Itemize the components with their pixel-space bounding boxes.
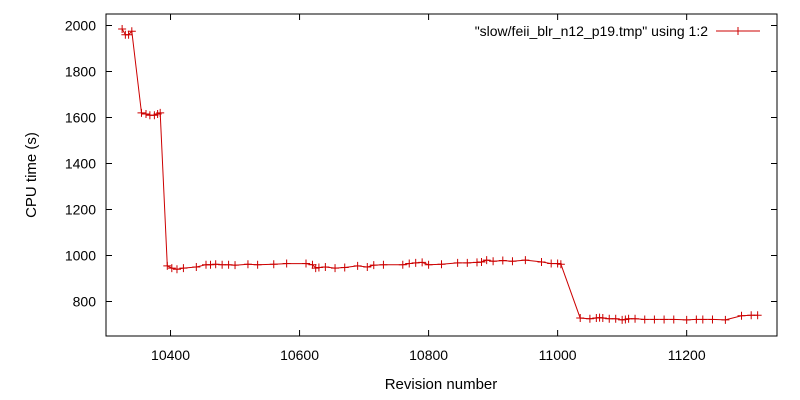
data-point-marker <box>631 314 640 323</box>
data-point-marker <box>453 258 462 267</box>
data-point-marker <box>424 260 433 269</box>
data-point-marker <box>118 24 127 33</box>
data-point-marker <box>585 314 594 323</box>
data-point-marker <box>463 258 472 267</box>
data-point-marker <box>437 260 446 269</box>
plot-frame <box>105 13 778 337</box>
y-axis-ticks: 800 1000 1200 1400 1600 1800 2000 <box>65 18 777 310</box>
data-point-marker <box>311 264 320 273</box>
data-point-marker <box>508 257 517 266</box>
data-point-marker <box>753 311 762 320</box>
data-point-marker <box>156 108 165 117</box>
data-point-marker <box>489 257 498 266</box>
y-tick-label: 1600 <box>65 110 96 126</box>
data-point-marker <box>537 257 546 266</box>
data-point-marker <box>243 260 252 269</box>
data-point-marker <box>576 314 585 323</box>
data-point-marker <box>553 259 562 268</box>
data-point-marker <box>167 264 176 273</box>
data-point-marker <box>340 263 349 272</box>
data-point-marker <box>708 315 717 324</box>
data-point-marker <box>308 260 317 269</box>
y-tick-label: 1000 <box>65 248 96 264</box>
data-point-marker <box>269 260 278 269</box>
data-point-marker <box>172 265 181 274</box>
y-tick-label: 2000 <box>65 18 96 34</box>
data-point-marker <box>398 260 407 269</box>
data-point-marker <box>682 315 691 324</box>
data-point-marker <box>598 314 607 323</box>
data-point-marker <box>179 264 188 273</box>
x-axis-title: Revision number <box>385 376 498 393</box>
y-axis-title: CPU time (s) <box>23 132 40 218</box>
data-point-marker <box>142 110 151 119</box>
data-point-marker <box>660 315 669 324</box>
data-point-marker <box>150 111 159 120</box>
data-point-marker <box>163 261 172 270</box>
data-point-marker <box>369 261 378 270</box>
data-point-marker <box>418 258 427 267</box>
data-point-marker <box>640 315 649 324</box>
x-tick-label: 10400 <box>151 347 190 363</box>
data-point-marker <box>669 315 678 324</box>
data-point-marker <box>498 256 507 265</box>
y-tick-label: 1400 <box>65 156 96 172</box>
data-point-marker <box>321 263 330 271</box>
data-point-marker <box>621 315 630 324</box>
data-point-marker <box>611 314 620 323</box>
y-tick-label: 1200 <box>65 202 96 218</box>
x-axis-ticks: 10400 10600 10800 11000 11200 <box>151 14 706 363</box>
data-point-marker <box>521 256 530 265</box>
legend-marker-sample <box>734 27 742 35</box>
data-point-marker <box>556 260 565 269</box>
data-point-marker <box>231 261 240 270</box>
data-point-marker <box>302 259 311 268</box>
data-point-marker <box>127 27 136 36</box>
x-tick-label: 10800 <box>409 347 448 363</box>
series-line <box>121 28 758 321</box>
data-point-marker <box>650 315 659 324</box>
legend: "slow/feii_blr_n12_p19.tmp" using 1:2 <box>475 23 760 39</box>
data-point-marker <box>482 256 491 265</box>
data-point-marker <box>737 311 746 320</box>
data-point-marker <box>353 261 362 270</box>
data-point-marker <box>331 264 340 273</box>
legend-label: "slow/feii_blr_n12_p19.tmp" using 1:2 <box>475 23 709 39</box>
data-point-marker <box>124 30 133 39</box>
data-point-marker <box>379 260 388 269</box>
data-point-marker <box>721 315 730 324</box>
series-layer <box>118 24 762 324</box>
data-point-marker <box>363 263 372 271</box>
x-tick-label: 11200 <box>668 347 706 363</box>
data-point-marker <box>698 315 707 324</box>
data-point-marker <box>282 259 291 268</box>
data-point-marker <box>137 108 146 117</box>
data-point-marker <box>192 263 201 271</box>
data-point-marker <box>253 260 262 269</box>
y-tick-label: 1800 <box>65 64 96 80</box>
data-point-marker <box>477 257 486 266</box>
data-point-marker <box>405 259 414 268</box>
x-tick-label: 10600 <box>280 347 319 363</box>
x-tick-label: 11000 <box>539 347 577 363</box>
y-tick-label: 800 <box>73 294 97 310</box>
